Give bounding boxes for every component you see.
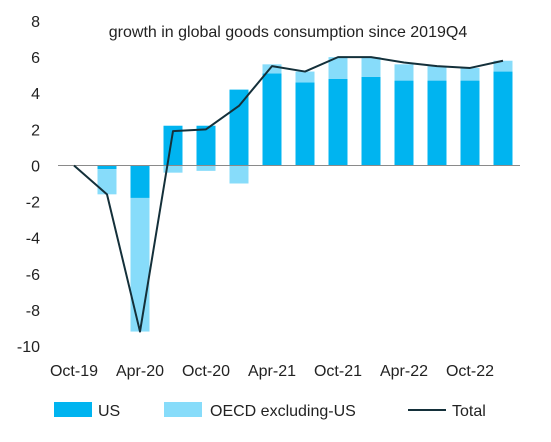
oecd-ex-us-bar [493,60,513,72]
y-tick-label: 4 [31,86,40,103]
x-tick-label: Oct-21 [314,363,362,380]
oecd-ex-us-bar [196,165,216,171]
oecd-ex-us-bar [262,64,282,74]
oecd-ex-us-bar [460,67,480,81]
y-tick-label: -6 [26,267,40,284]
total-line [73,56,504,333]
legend-swatch-oecd-ex-us [164,402,202,417]
y-tick-label: 2 [31,122,40,139]
y-tick-label: -4 [26,231,40,248]
us-bar [427,80,447,166]
oecd-ex-us-bar [328,57,348,79]
us-bar [493,71,513,166]
chart-title: growth in global goods consumption since… [109,24,468,41]
us-bar [196,125,216,166]
y-tick-label: 8 [31,14,40,31]
y-tick-label: 6 [31,50,40,67]
y-axis-labels: 8 6 4 2 0 -2 -4 -6 -8 -10 [17,14,40,356]
x-tick-label: Apr-20 [116,363,164,380]
x-tick-label: Oct-20 [182,363,230,380]
us-bar [97,165,117,170]
legend: US OECD excluding-US Total [54,402,486,420]
legend-label-total: Total [452,403,486,420]
oecd-ex-us-bar [163,165,183,173]
us-bar [328,78,348,166]
y-tick-label: -10 [17,339,40,356]
oecd-ex-us-bar [229,165,249,184]
y-tick-label: 0 [31,158,40,175]
oecd-ex-us-bar [361,57,381,77]
us-bar [361,76,381,166]
x-tick-label: Oct-22 [446,363,494,380]
legend-label-us: US [98,403,120,420]
oecd-ex-us-bar [97,169,117,195]
x-tick-label: Apr-22 [380,363,428,380]
x-tick-label: Apr-21 [248,363,296,380]
legend-swatch-us [54,402,92,417]
us-bar [229,89,249,166]
us-bar [394,80,414,166]
oecd-ex-us-bar [394,64,414,81]
oecd-ex-us-bar [295,71,315,83]
us-bar [295,82,315,166]
y-tick-label: -2 [26,195,40,212]
oecd-ex-us-bar [130,197,150,332]
x-tick-label: Oct-19 [50,363,98,380]
bars [97,57,513,332]
oecd-ex-us-bar [427,66,447,81]
y-tick-label: -8 [26,303,40,320]
legend-label-oecd-ex-us: OECD excluding-US [210,403,356,420]
us-bar [460,80,480,166]
us-bar [130,165,150,198]
total-line-group [73,56,504,333]
x-axis-labels: Oct-19 Apr-20 Oct-20 Apr-21 Oct-21 Apr-22 Oct-… [50,363,494,380]
us-bar [262,73,282,166]
